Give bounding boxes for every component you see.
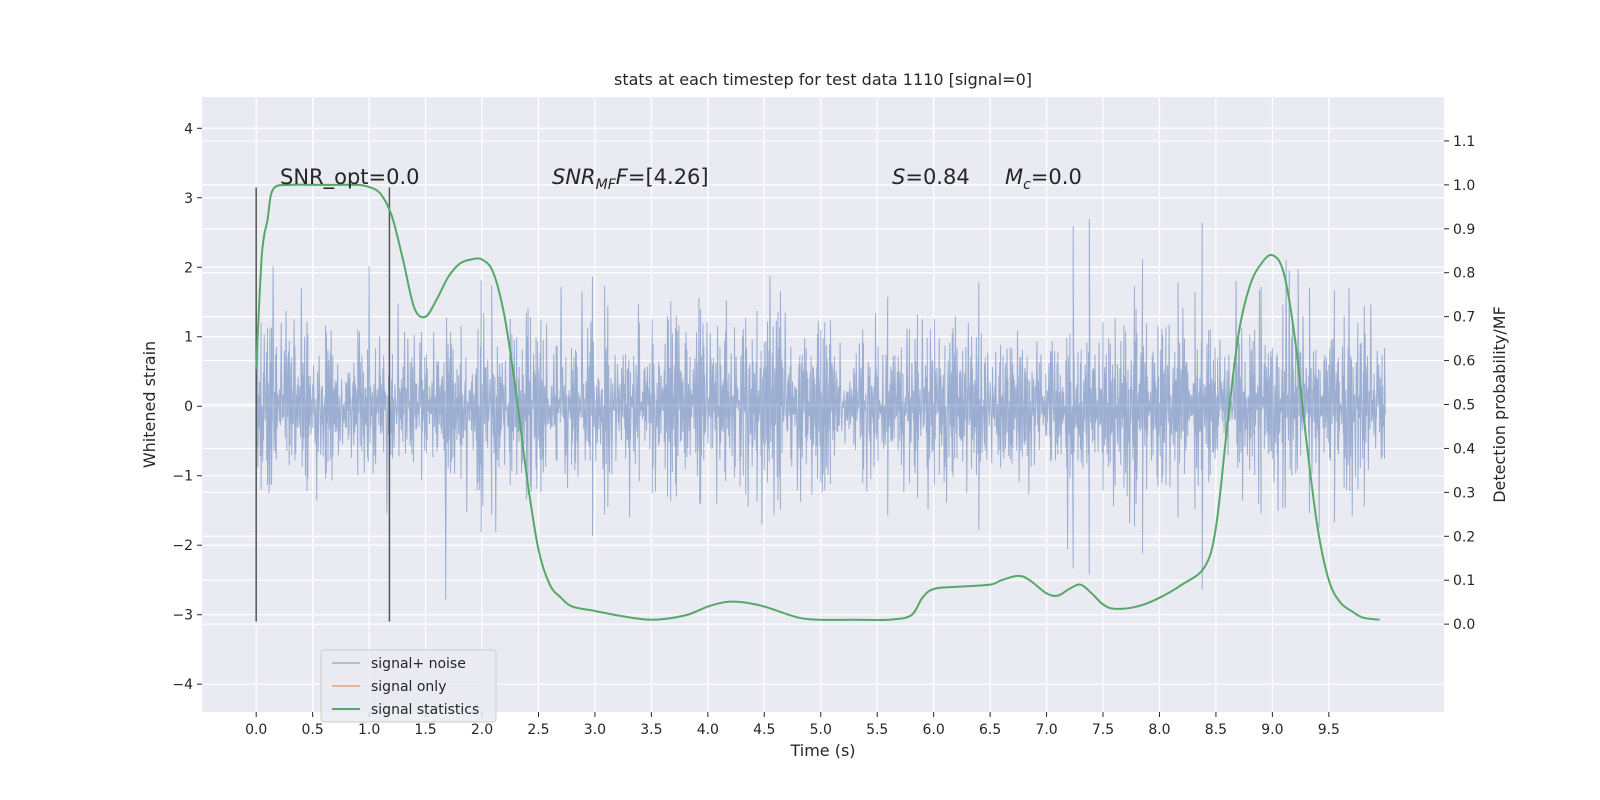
y-tick-label-right: 1.0: [1453, 178, 1475, 194]
x-axis-label: Time (s): [789, 741, 855, 760]
y-tick-label-right: 0.1: [1453, 573, 1475, 589]
x-tick-label: 5.5: [866, 722, 888, 738]
y-tick-label-right: 0.9: [1453, 222, 1475, 238]
y-tick-label-left: −2: [172, 538, 193, 554]
y-tick-label-right: 0.2: [1453, 529, 1475, 545]
y-tick-label-right: 0.6: [1453, 354, 1475, 370]
x-tick-label: 9.5: [1318, 722, 1340, 738]
y-axis-label-left: Whitened strain: [140, 341, 159, 468]
y-tick-label-left: 3: [184, 191, 193, 207]
x-tick-label: 9.0: [1261, 722, 1283, 738]
x-tick-label: 7.5: [1092, 722, 1114, 738]
y-tick-label-left: −4: [172, 677, 193, 693]
x-tick-label: 2.0: [471, 722, 493, 738]
marker-lines: [255, 187, 391, 622]
x-tick-label: 7.0: [1035, 722, 1057, 738]
y-axis-label-right: Detection probability/MF: [1490, 306, 1509, 503]
y-tick-label-left: 2: [184, 260, 193, 276]
annotation-mc-sub: c: [1023, 177, 1031, 193]
x-tick-label: 8.5: [1205, 722, 1227, 738]
annotation-snr-mf-value: =[4.26]: [628, 165, 709, 189]
y-tick-label-right: 0.0: [1453, 617, 1475, 633]
legend-label-signal-noise: signal+ noise: [371, 656, 466, 672]
y-tick-label-right: 0.7: [1453, 310, 1475, 326]
x-tick-label: 3.5: [640, 722, 662, 738]
annotation-s-value: =0.84: [905, 165, 969, 189]
annotation-mc-base: M: [1005, 165, 1023, 189]
y-tick-label-right: 0.4: [1453, 441, 1475, 457]
annotation-snr-mf: SNRMFF=[4.26]: [552, 165, 709, 193]
x-tick-label: 6.5: [979, 722, 1001, 738]
signal-statistics-line: [255, 183, 1380, 622]
legend-label-signal-only: signal only: [371, 679, 446, 695]
y-tick-label-left: 1: [184, 330, 193, 346]
y-tick-label-left: 4: [184, 121, 193, 137]
annotation-snr-mf-f: F: [616, 165, 629, 189]
legend-box: [320, 649, 497, 723]
x-tick-label: 6.0: [923, 722, 945, 738]
x-tick-label: 5.0: [810, 722, 832, 738]
annotation-snr-mf-base: SNR: [552, 165, 596, 189]
annotation-snr-mf-sub: MF: [596, 177, 617, 193]
annotation-mc-value: =0.0: [1031, 165, 1082, 189]
legend: signal+ noise signal only signal statist…: [320, 649, 497, 723]
x-tick-label: 4.0: [697, 722, 719, 738]
x-tick-label: 0.0: [245, 722, 267, 738]
y-tick-label-left: −3: [172, 608, 193, 624]
y-tick-label-right: 0.3: [1453, 485, 1475, 501]
y-tick-label-left: 0: [184, 399, 193, 415]
y-tick-label-right: 0.8: [1453, 266, 1475, 282]
x-tick-label: 3.0: [584, 722, 606, 738]
signal-noise-line: [255, 219, 1386, 600]
x-tick-label: 1.5: [414, 722, 436, 738]
annotation-snr-opt: SNR_opt=0.0: [280, 165, 420, 190]
ticks: 0.0 0.5 1.0 1.5 2.0 2.5 3.0 3.5 4.0 4.5 5.0 5.5 6.0 6…: [172, 121, 1475, 738]
chart-title: stats at each timestep for test data 111…: [614, 70, 1032, 89]
annotation-s-base: S: [892, 165, 905, 189]
annotation-mc: Mc=0.0: [1005, 165, 1082, 193]
signal-noise-series: [255, 219, 1386, 600]
y-tick-label-right: 1.1: [1453, 134, 1475, 150]
y-tick-label-left: −1: [172, 469, 193, 485]
signal-statistics-series: [255, 183, 1380, 622]
y-tick-label-right: 0.5: [1453, 398, 1475, 414]
x-tick-label: 0.5: [302, 722, 324, 738]
x-tick-label: 8.0: [1148, 722, 1170, 738]
annotation-s: S=0.84: [892, 165, 970, 189]
x-tick-label: 2.5: [527, 722, 549, 738]
x-tick-label: 1.0: [358, 722, 380, 738]
legend-label-signal-statistics: signal statistics: [371, 702, 479, 718]
x-tick-label: 4.5: [753, 722, 775, 738]
